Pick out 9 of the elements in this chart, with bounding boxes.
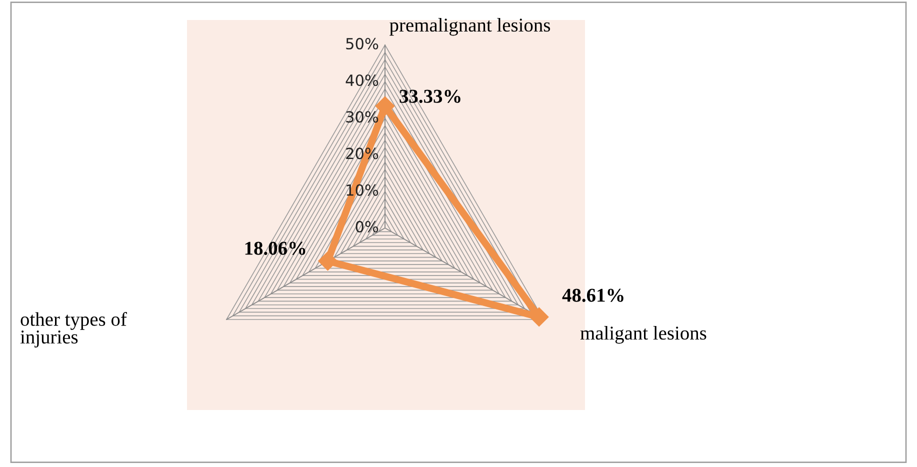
y-tick-label: 50% (346, 38, 378, 50)
spoke-label: other types of injuries (20, 312, 127, 348)
y-tick-label: 40% (346, 74, 378, 86)
data-label: 18.06% (245, 242, 306, 255)
y-tick-label: 0% (356, 220, 378, 232)
data-label: 48.61% (562, 288, 624, 302)
spoke-label: premalignant lesions (390, 18, 550, 36)
data-label: 33.33% (400, 90, 460, 103)
spoke-label: maligant lesions (580, 326, 706, 344)
